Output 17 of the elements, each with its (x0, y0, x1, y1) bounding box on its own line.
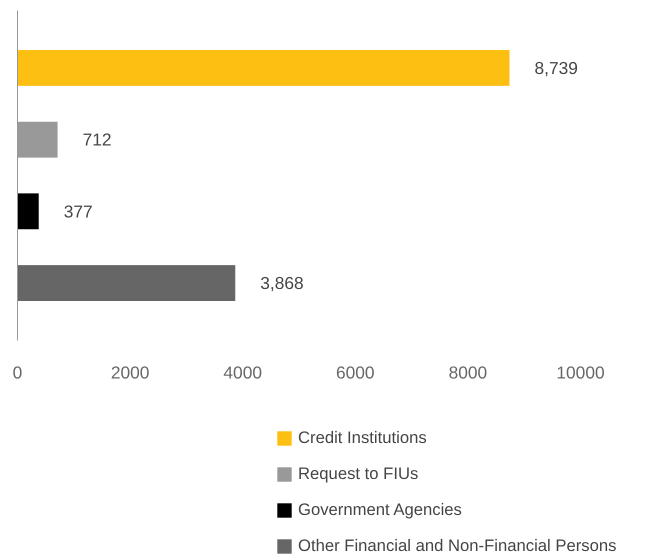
data-label: 377 (64, 201, 93, 222)
data-label: 3,868 (260, 273, 304, 294)
x-tick-label: 6000 (336, 362, 375, 382)
legend-label: Other Financial and Non-Financial Persons (298, 536, 616, 556)
data-label: 712 (82, 130, 112, 150)
bar (18, 50, 510, 86)
legend-label: Government Agencies (298, 500, 462, 520)
data-label: 8,739 (534, 58, 578, 78)
x-tick-label: 8000 (448, 362, 488, 382)
bar (18, 265, 236, 302)
x-tick-label: 0 (12, 362, 22, 382)
x-tick-label: 10000 (556, 362, 605, 382)
x-tick-label: 2000 (110, 362, 150, 382)
x-tick-label: 4000 (223, 362, 262, 382)
bar (18, 193, 39, 230)
legend-label: Request to FIUs (298, 464, 418, 484)
legend-label: Credit Institutions (298, 428, 427, 448)
